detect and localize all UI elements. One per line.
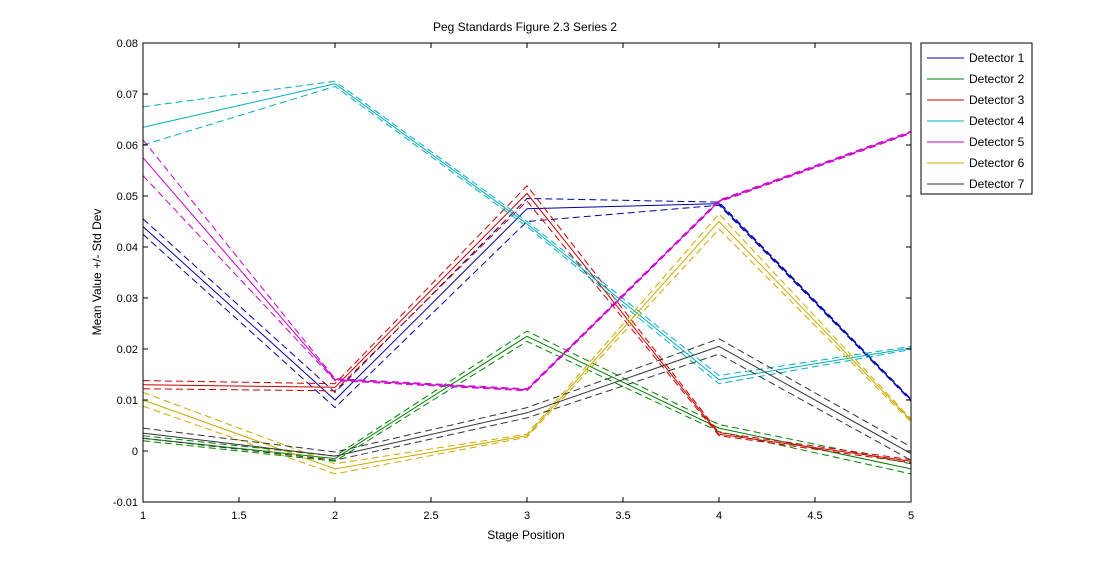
series-detector-7 [142,338,912,461]
legend-item-detector-5: Detector 5 [927,135,1025,149]
y-tick-label: 0.08 [117,38,138,50]
legend-item-detector-1: Detector 1 [927,51,1025,65]
series-layer [142,80,912,475]
legend-label: Detector 2 [969,72,1025,86]
series-line-mean [142,203,912,401]
y-tick-label: -0.01 [113,497,138,509]
legend-item-detector-4: Detector 4 [927,114,1025,128]
series-line-upper [142,80,912,377]
legend-label: Detector 3 [969,93,1025,107]
x-axis: 1 1.5 2 2.5 3 3.5 4 4.5 5 [140,43,914,522]
x-tick-label: 5 [908,510,914,522]
x-tick-label: 1 [140,510,146,522]
series-line-mean [142,335,912,470]
series-line-lower [142,85,912,385]
x-tick-label: 1.5 [231,510,246,522]
series-line-mean [142,192,912,462]
y-tick-label: 0.01 [117,395,138,407]
x-tick-label: 3.5 [615,510,630,522]
plot-area-frame [142,42,912,503]
series-detector-1 [142,197,912,409]
series-line-lower [142,200,912,464]
chart-title: Peg Standards Figure 2.3 Series 2 [433,20,617,34]
x-tick-label: 4.5 [807,510,822,522]
series-line-upper [142,330,912,465]
legend-label: Detector 6 [969,156,1025,170]
series-line-lower [142,228,912,475]
series-detector-5 [142,130,912,392]
series-line-mean [142,83,912,381]
x-tick-label: 3 [524,510,530,522]
series-line-mean [142,345,912,457]
series-detector-3 [142,185,912,464]
y-tick-label: 0.02 [117,344,138,356]
legend-label: Detector 7 [969,177,1025,191]
legend-box [920,42,1033,195]
legend-item-detector-3: Detector 3 [927,93,1025,107]
series-line-upper [142,185,912,461]
legend-items: Detector 1 Detector 2 Detector 3 Detector 4… [927,51,1025,191]
series-detector-2 [142,330,912,475]
y-axis: -0.01 0 0.01 0.02 0.03 0.04 0.05 0.06 0.07 0.08 [113,38,911,509]
series-line-mean [142,131,912,391]
legend-label: Detector 5 [969,135,1025,149]
y-tick-label: 0.06 [117,140,138,152]
legend-item-detector-2: Detector 2 [927,72,1025,86]
series-line-upper [142,213,912,465]
x-axis-label: Stage Position [487,528,564,542]
series-line-lower [142,204,912,409]
legend-item-detector-6: Detector 6 [927,156,1025,170]
legend: Detector 1 Detector 2 Detector 3 Detector 4… [920,42,1033,195]
y-tick-label: 0.04 [117,242,138,254]
series-line-upper [142,197,912,400]
series-line-lower [142,340,912,475]
series-line-upper [142,130,912,390]
y-tick-label: 0.03 [117,293,138,305]
series-line-mean [142,220,912,470]
series-line-lower [142,353,912,461]
y-tick-label: 0.07 [117,89,138,101]
series-detector-6 [142,213,912,475]
y-tick-label: 0.05 [117,191,138,203]
x-tick-label: 4 [716,510,722,522]
x-tick-label: 2 [332,510,338,522]
series-line-upper [142,338,912,453]
series-line-lower [142,132,912,392]
series-detector-4 [142,80,912,385]
legend-item-detector-7: Detector 7 [927,177,1025,191]
x-tick-label: 2.5 [423,510,438,522]
legend-label: Detector 1 [969,51,1025,65]
y-tick-label: 0 [132,446,138,458]
legend-label: Detector 4 [969,114,1025,128]
y-axis-label: Mean Value +/- Std Dev [90,209,104,336]
